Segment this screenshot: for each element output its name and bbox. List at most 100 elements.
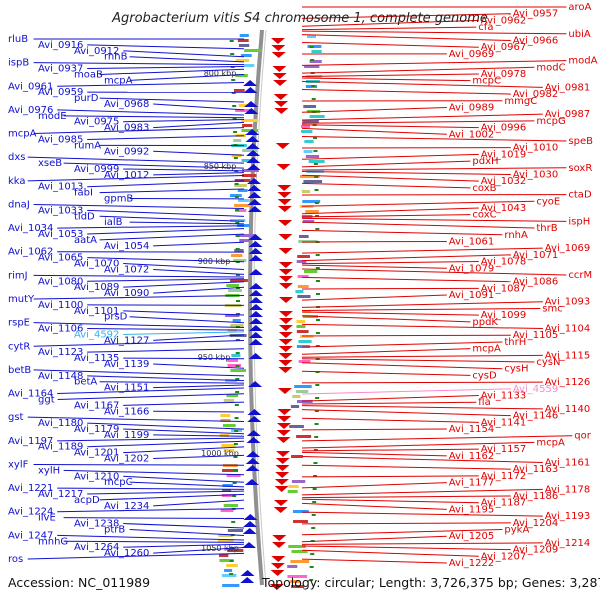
- gene-label: Avi_0967: [481, 42, 526, 53]
- gene-leader-line: [33, 274, 245, 278]
- tick-mark: [315, 280, 320, 282]
- accession-label: Accession: NC_011989: [8, 575, 150, 590]
- forward-gene-labels: aroAAvi_0957Avi_0962cfaubiAAvi_0966Avi_0…: [301, 2, 598, 569]
- forward-gene-arrow: [278, 311, 293, 317]
- forward-gene-arrow: [278, 346, 293, 352]
- gene-label: mcpA: [472, 344, 501, 355]
- gene-label: Avi_0989: [449, 102, 494, 113]
- reverse-gene-arrow: [248, 304, 263, 310]
- gene-label: Avi_1093: [545, 297, 590, 308]
- gene-leader-line: [301, 388, 511, 395]
- gene-leader-line: [153, 434, 245, 437]
- gene-label: cysN: [536, 357, 560, 368]
- cog-block: [222, 489, 232, 492]
- gene-label: Avi_1164: [8, 389, 53, 400]
- gene-label: Avi_1090: [104, 288, 149, 299]
- gene-label: Avi_1078: [481, 257, 526, 268]
- gene-label: Avi_1222: [449, 558, 494, 569]
- cog-block: [222, 484, 233, 487]
- gene-label: Avi_1177: [449, 478, 494, 489]
- gene-label: gpmB: [104, 194, 133, 205]
- cog-block: [292, 510, 309, 513]
- gene-leader-line: [63, 469, 245, 476]
- forward-gene-arrow: [274, 486, 289, 492]
- gene-label: Avi_1146: [513, 411, 558, 422]
- gene-leader-line: [301, 276, 511, 283]
- gene-leader-line: [301, 529, 503, 536]
- gene-label: ccrM: [568, 270, 592, 281]
- reverse-gene-arrow: [245, 465, 260, 471]
- cog-block: [308, 160, 325, 163]
- gene-leader-line: [301, 73, 479, 77]
- gene-label: mcpA: [104, 75, 133, 86]
- cog-block: [287, 490, 298, 493]
- gene-leader-line: [301, 409, 511, 417]
- gene-leader-line: [87, 422, 245, 430]
- reverse-gene-arrow: [248, 318, 263, 324]
- gene-label: thrH: [504, 337, 526, 348]
- cog-block: [239, 34, 249, 37]
- cog-block: [301, 130, 313, 133]
- gene-leader-line: [301, 395, 479, 402]
- gene-label: Avi_1195: [449, 504, 494, 515]
- gene-label: Avi_0912: [74, 46, 119, 57]
- forward-gene-arrow: [276, 164, 291, 170]
- gene-label: Avi_1197: [8, 436, 53, 447]
- cog-block: [298, 340, 312, 343]
- tick-mark: [235, 274, 240, 276]
- cog-block: [230, 324, 244, 327]
- gene-leader-line: [301, 174, 479, 182]
- gene-label: Avi_1139: [104, 359, 149, 370]
- gene-label: Avi_1224: [8, 507, 53, 518]
- gene-label: Avi_1030: [513, 169, 558, 180]
- tick-mark: [235, 209, 240, 211]
- gene-label: speB: [568, 136, 593, 147]
- gene-leader-line: [301, 549, 479, 557]
- gene-label: Avi_0981: [545, 82, 590, 93]
- gene-label: mcpA: [536, 437, 565, 448]
- tick-mark: [311, 527, 316, 529]
- forward-gene-arrow: [276, 430, 291, 436]
- gene-label: Avi_1247: [8, 530, 53, 541]
- gene-label: Avi_1061: [449, 236, 494, 247]
- reverse-gene-arrow: [241, 542, 256, 548]
- gene-leader-line: [57, 109, 245, 116]
- gene-leader-line: [301, 511, 543, 517]
- gene-leader-line: [87, 44, 245, 50]
- gene-label: mcpC: [104, 477, 133, 488]
- reverse-gene-arrow: [244, 479, 259, 485]
- gene-label: Avi_1105: [513, 330, 558, 341]
- gene-label: rnhB: [104, 52, 128, 63]
- cog-block: [298, 360, 311, 363]
- reverse-gene-arrow: [247, 416, 262, 422]
- tick-mark: [313, 449, 318, 451]
- gene-label: ispH: [568, 216, 590, 227]
- cog-block: [227, 359, 239, 362]
- gene-label: Avi_0959: [38, 87, 83, 98]
- gene-label: Avi_0996: [481, 123, 526, 134]
- cog-block: [239, 234, 256, 237]
- forward-gene-arrow: [278, 262, 293, 268]
- tick-mark: [315, 345, 320, 347]
- gene-label: Avi_0999: [74, 164, 119, 175]
- reverse-gene-arrow: [240, 570, 255, 576]
- forward-gene-arrow: [269, 584, 284, 590]
- cog-block: [291, 455, 303, 458]
- chromosome-backbone: [248, 29, 267, 586]
- gene-leader-line: [301, 26, 477, 31]
- gene-leader-line: [87, 228, 245, 235]
- gene-leader-line: [99, 493, 245, 501]
- gene-label: ppdK: [472, 317, 498, 328]
- forward-gene-arrow: [278, 360, 293, 366]
- cog-block: [305, 210, 319, 213]
- gene-leader-line: [123, 331, 245, 335]
- tick-mark: [234, 196, 239, 198]
- tick-mark: [232, 105, 237, 107]
- gene-leader-line: [87, 180, 245, 188]
- gene-leader-line: [301, 354, 543, 358]
- cog-block: [226, 474, 241, 477]
- cog-block: [292, 395, 301, 398]
- gene-leader-line: [301, 207, 479, 215]
- gene-label: Avi_1202: [104, 454, 149, 465]
- gene-leader-line: [301, 301, 543, 308]
